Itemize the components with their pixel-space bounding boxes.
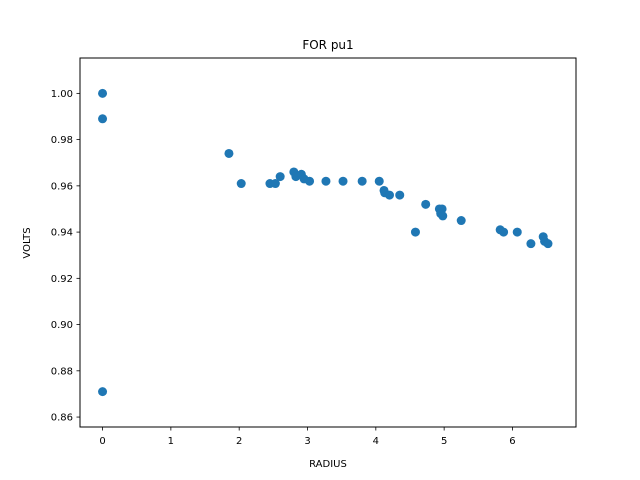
plot-area [80,58,576,427]
data-point [456,216,466,226]
data-point [338,176,348,186]
data-point [512,227,522,237]
chart-title: FOR pu1 [302,38,353,52]
x-axis-label: RADIUS [309,459,347,470]
x-tick-label: 1 [168,436,174,447]
y-tick-label: 0.92 [51,274,73,285]
x-axis-ticks: 0 1 2 3 4 5 6 [99,427,516,447]
data-point [395,190,405,200]
data-point [374,176,384,186]
x-tick-label: 0 [99,436,105,447]
y-tick-label: 1.00 [51,89,73,100]
y-tick-label: 0.96 [51,181,73,192]
data-point [98,88,108,98]
data-point [98,114,108,124]
data-point [499,227,509,237]
data-point [275,172,285,182]
data-point [224,148,234,158]
data-point [410,227,420,237]
data-point [98,387,108,397]
x-tick-label: 2 [236,436,242,447]
data-point [321,176,331,186]
data-point [236,179,246,189]
x-tick-label: 6 [509,436,515,447]
x-tick-label: 3 [304,436,310,447]
y-tick-label: 0.90 [51,320,73,331]
y-tick-label: 0.88 [51,366,73,377]
y-axis-label: VOLTS [22,227,33,258]
data-point [438,211,448,221]
y-tick-label: 0.94 [51,228,73,239]
y-axis-ticks: 0.86 0.88 0.90 0.92 0.94 0.96 0.98 1.00 [51,89,80,424]
x-tick-label: 5 [441,436,447,447]
data-point [270,179,280,189]
y-tick-label: 0.98 [51,135,73,146]
data-point [526,239,536,249]
data-point [543,239,553,249]
plot-frame [79,57,577,428]
data-points [98,88,553,397]
data-point [305,176,315,186]
data-point [357,176,367,186]
y-tick-label: 0.86 [51,413,73,424]
data-point [384,190,394,200]
x-tick-label: 4 [373,436,379,447]
data-point [421,199,431,209]
